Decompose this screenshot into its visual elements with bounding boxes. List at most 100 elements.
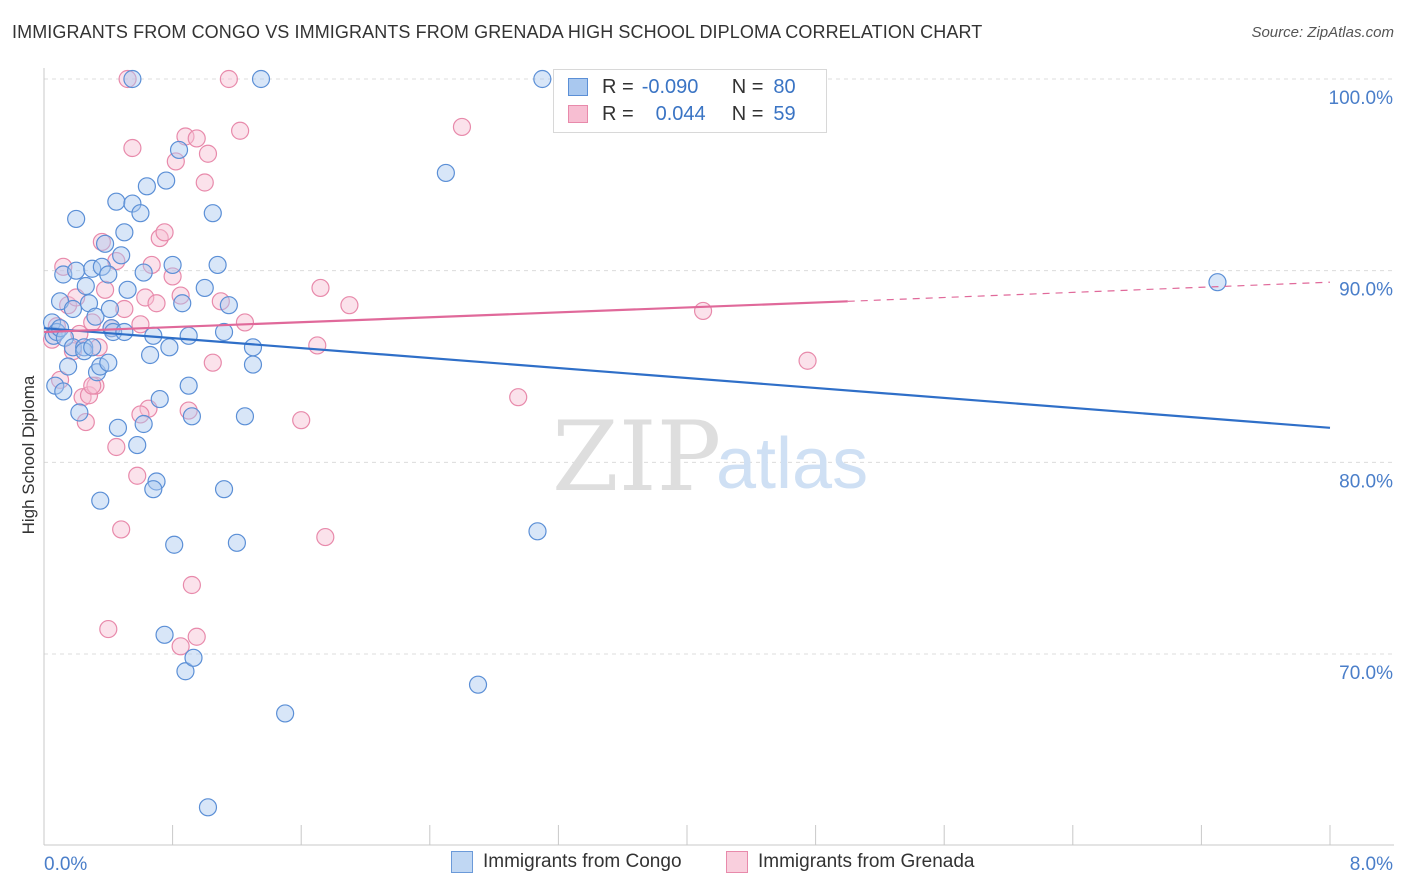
watermark-zip: ZIP bbox=[552, 401, 721, 513]
grenada-point bbox=[150, 228, 169, 248]
source-label: Source: ZipAtlas.com bbox=[1251, 24, 1394, 41]
congo-point bbox=[219, 296, 238, 315]
congo-point bbox=[173, 294, 192, 313]
grenada-point bbox=[155, 223, 174, 242]
congo-point bbox=[100, 299, 120, 319]
congo-point bbox=[91, 491, 110, 510]
grenada-point bbox=[50, 370, 70, 390]
correlation-legend: R = -0.090 N = 80 R = 0.044 N = 59 bbox=[553, 69, 827, 133]
congo-point bbox=[163, 255, 182, 275]
grenada-point bbox=[203, 353, 222, 372]
congo-point bbox=[150, 389, 169, 409]
grenada-r-label: R = bbox=[602, 102, 634, 125]
grenada-r-value: 0.044 bbox=[655, 102, 706, 125]
congo-point bbox=[169, 140, 189, 160]
grenada-point bbox=[187, 129, 206, 148]
congo-point bbox=[112, 246, 131, 265]
grenada-point bbox=[136, 288, 155, 307]
y-tick-label: 80.0% bbox=[1339, 471, 1393, 492]
congo-point bbox=[59, 357, 78, 376]
grenada-swatch-icon bbox=[568, 105, 588, 123]
grenada-point bbox=[76, 412, 95, 432]
congo-point bbox=[227, 533, 246, 552]
grenada-points bbox=[42, 69, 817, 656]
grenada-point bbox=[693, 301, 713, 321]
congo-point bbox=[243, 338, 263, 357]
grenada-point bbox=[115, 299, 134, 319]
congo-point bbox=[95, 234, 115, 253]
congo-point bbox=[140, 345, 160, 365]
grenada-point bbox=[195, 173, 214, 192]
grenada-point bbox=[311, 278, 330, 298]
grenada-point bbox=[308, 336, 327, 355]
congo-point bbox=[118, 280, 137, 299]
congo-point bbox=[198, 798, 218, 817]
congo-point bbox=[108, 418, 128, 437]
x-tick-label-min: 0.0% bbox=[44, 854, 87, 875]
legend-row-grenada: R = 0.044 N = 59 bbox=[568, 101, 796, 127]
grenada-legend-label: Immigrants from Grenada bbox=[758, 851, 975, 872]
bottom-legend-congo[interactable]: Immigrants from Congo bbox=[451, 851, 682, 873]
congo-point bbox=[70, 403, 89, 422]
congo-point bbox=[160, 338, 179, 357]
x-tick-label-max: 8.0% bbox=[1350, 854, 1393, 875]
congo-point bbox=[128, 435, 147, 455]
congo-point bbox=[1208, 273, 1227, 292]
grenada-point bbox=[89, 338, 108, 357]
grenada-point bbox=[340, 296, 359, 315]
congo-n-label: N = bbox=[731, 75, 764, 98]
congo-point bbox=[214, 480, 234, 499]
watermark-atlas: atlas bbox=[716, 424, 868, 504]
y-tick-label: 100.0% bbox=[1329, 88, 1394, 109]
congo-point bbox=[203, 204, 222, 223]
congo-point bbox=[182, 407, 201, 426]
congo-point bbox=[144, 480, 163, 499]
grenada-point bbox=[123, 138, 142, 158]
congo-point bbox=[208, 255, 227, 275]
grenada-point bbox=[112, 520, 131, 539]
congo-point bbox=[533, 69, 552, 89]
grenada-point bbox=[452, 117, 472, 137]
y-axis-label: High School Diploma bbox=[19, 375, 38, 534]
grenada-point bbox=[235, 313, 255, 332]
congo-r-label: R = bbox=[602, 75, 634, 98]
congo-point bbox=[243, 355, 263, 374]
congo-r-value: -0.090 bbox=[641, 75, 699, 98]
congo-point bbox=[63, 299, 83, 319]
grenada-point bbox=[182, 575, 201, 595]
bottom-legend-grenada[interactable]: Immigrants from Grenada bbox=[726, 851, 974, 873]
congo-point bbox=[528, 522, 547, 541]
grenada-point bbox=[118, 69, 137, 89]
congo-point bbox=[184, 648, 203, 667]
congo-point bbox=[276, 704, 295, 723]
congo-point bbox=[179, 376, 198, 395]
grenada-point bbox=[107, 437, 126, 457]
grenada-point bbox=[171, 286, 190, 305]
grenada-point bbox=[187, 627, 206, 646]
congo-point bbox=[468, 675, 488, 694]
grenada-trend-dashed bbox=[847, 281, 1331, 302]
congo-point bbox=[165, 535, 184, 554]
congo-legend-label: Immigrants from Congo bbox=[483, 851, 682, 872]
axes bbox=[43, 68, 1394, 846]
grenada-point bbox=[79, 386, 99, 405]
congo-point bbox=[436, 163, 455, 183]
congo-point bbox=[123, 69, 142, 89]
trend-lines bbox=[43, 281, 1331, 429]
congo-point bbox=[67, 209, 86, 229]
congo-point bbox=[195, 278, 214, 298]
congo-legend-swatch-icon bbox=[451, 851, 473, 873]
grenada-trend-line bbox=[43, 300, 848, 334]
grenada-point bbox=[147, 294, 166, 313]
grenada-point bbox=[83, 376, 102, 395]
grenada-point bbox=[99, 619, 118, 639]
grenada-n-value: 59 bbox=[773, 102, 796, 125]
y-tick-label: 70.0% bbox=[1339, 663, 1393, 684]
congo-point bbox=[67, 261, 86, 280]
y-tick-label: 90.0% bbox=[1339, 280, 1393, 301]
congo-point bbox=[176, 662, 195, 681]
congo-point bbox=[86, 307, 105, 326]
grenada-point bbox=[316, 527, 335, 547]
grenada-point bbox=[166, 152, 185, 171]
